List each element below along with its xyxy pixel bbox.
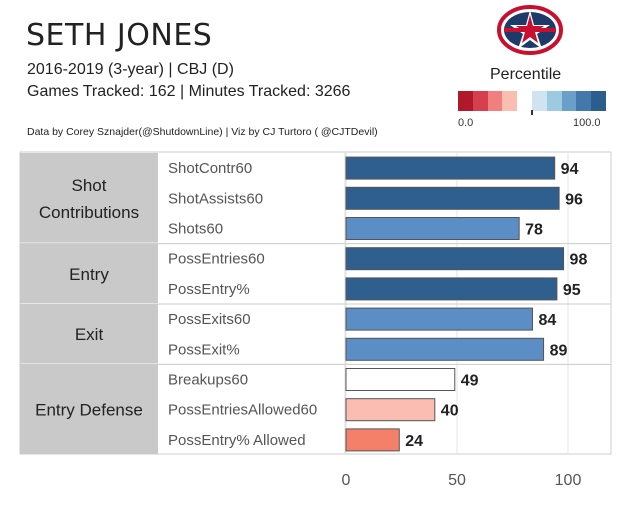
category-label: Contributions [39,203,139,222]
legend-swatch [487,91,503,111]
metric-label: Shots60 [168,221,223,238]
legend-swatch [517,91,532,111]
bar [345,368,456,391]
legend-max-label: 100.0 [573,117,601,129]
metric-label: PossEntries60 [168,251,265,268]
legend-title: Percentile [490,66,562,83]
category-cell [20,153,158,243]
value-label: 95 [563,282,581,299]
category-cell [20,243,158,303]
metric-label: ShotContr60 [168,160,252,177]
legend-swatch [546,91,562,111]
metric-label: PossEntry% [168,281,250,298]
bar [345,428,400,452]
value-label: 98 [570,252,588,269]
player-name: SETH JONES [26,18,213,53]
value-label: 84 [538,312,556,329]
metric-label: PossExit% [168,341,240,358]
legend-swatch [458,91,473,111]
category-label: Entry [69,265,109,284]
legend-swatch [472,91,488,111]
metric-label: ShotAssists60 [168,190,263,207]
x-tick-label: 50 [448,472,466,489]
metric-label: PossEntriesAllowed60 [168,402,317,419]
category-cell [20,364,158,454]
percentile-scale-marker [531,110,533,115]
legend-swatch [591,91,606,111]
category-label: Exit [75,325,104,344]
bar [345,186,560,210]
legend-min-label: 0.0 [458,117,474,129]
x-tick-label: 0 [342,472,351,489]
value-label: 89 [550,342,568,359]
x-tick-label: 100 [555,472,582,489]
team-logo-icon [497,5,563,55]
value-label: 49 [461,373,479,390]
metric-label: PossEntry% Allowed [168,432,306,449]
season-team-line: 2016-2019 (3-year) | CBJ (D) [27,61,234,78]
metric-label: PossExits60 [168,311,251,328]
metric-label: Breakups60 [168,372,248,389]
category-cell [20,304,158,364]
legend-swatch [502,91,518,111]
legend-swatch [531,91,547,111]
value-label: 24 [405,433,423,450]
value-label: 40 [441,403,459,420]
bar [345,277,558,301]
bar [345,307,533,331]
value-label: 94 [561,161,579,178]
percentile-color-scale [458,91,606,111]
legend-swatch [576,91,592,111]
credits-line: Data by Corey Sznajder(@ShutdownLine) | … [27,126,378,138]
category-label: Entry Defense [35,401,143,420]
category-label: Shot [72,176,107,195]
bar [345,398,436,422]
legend-swatch [561,91,577,111]
value-label: 96 [565,191,583,208]
bar [345,337,545,361]
bar [345,156,556,180]
bar [345,217,520,240]
bar [345,247,565,271]
value-label: 78 [525,222,543,239]
games-minutes-line: Games Tracked: 162 | Minutes Tracked: 32… [27,83,351,100]
